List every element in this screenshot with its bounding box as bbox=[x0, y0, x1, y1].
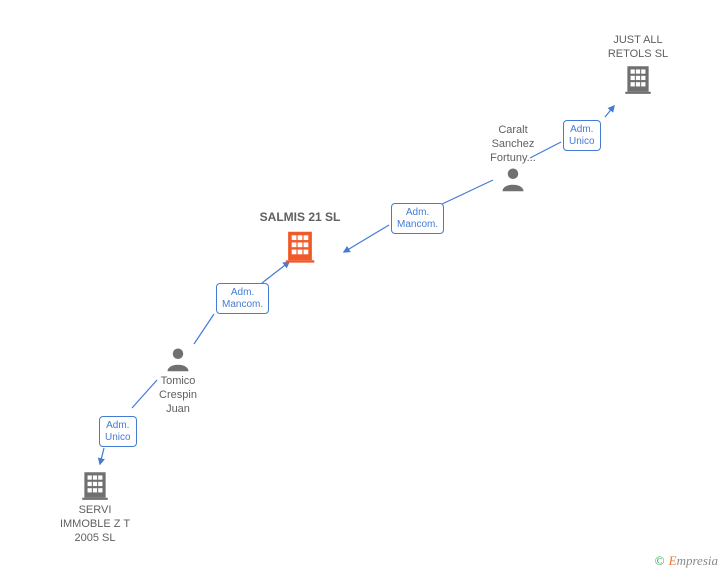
person-icon bbox=[499, 165, 527, 193]
node-tomico[interactable]: Tomico Crespin Juan bbox=[148, 345, 208, 416]
node-label: SALMIS 21 SL bbox=[215, 210, 385, 225]
building-icon bbox=[78, 468, 112, 502]
person-icon bbox=[164, 345, 192, 373]
node-label: Tomico Crespin Juan bbox=[148, 375, 208, 416]
building-icon bbox=[621, 62, 655, 96]
node-label: SERVI IMMOBLE Z T 2005 SL bbox=[50, 504, 140, 545]
edge-label: Adm. Unico bbox=[99, 416, 137, 447]
node-servi[interactable]: SERVI IMMOBLE Z T 2005 SL bbox=[50, 468, 140, 545]
node-label: JUST ALL RETOLS SL bbox=[598, 34, 678, 62]
watermark: ©Empresia bbox=[655, 553, 718, 569]
edge-label: Adm. Mancom. bbox=[216, 283, 269, 314]
copyright-icon: © bbox=[655, 553, 665, 568]
node-just-all[interactable]: JUST ALL RETOLS SL bbox=[598, 34, 678, 96]
node-label: Caralt Sanchez Fortuny... bbox=[478, 124, 548, 165]
edge-label: Adm. Unico bbox=[563, 120, 601, 151]
edge-label: Adm. Mancom. bbox=[391, 203, 444, 234]
node-caralt[interactable]: Caralt Sanchez Fortuny... bbox=[478, 124, 548, 193]
node-salmis[interactable]: SALMIS 21 SL bbox=[215, 210, 385, 265]
building-icon bbox=[281, 227, 319, 265]
